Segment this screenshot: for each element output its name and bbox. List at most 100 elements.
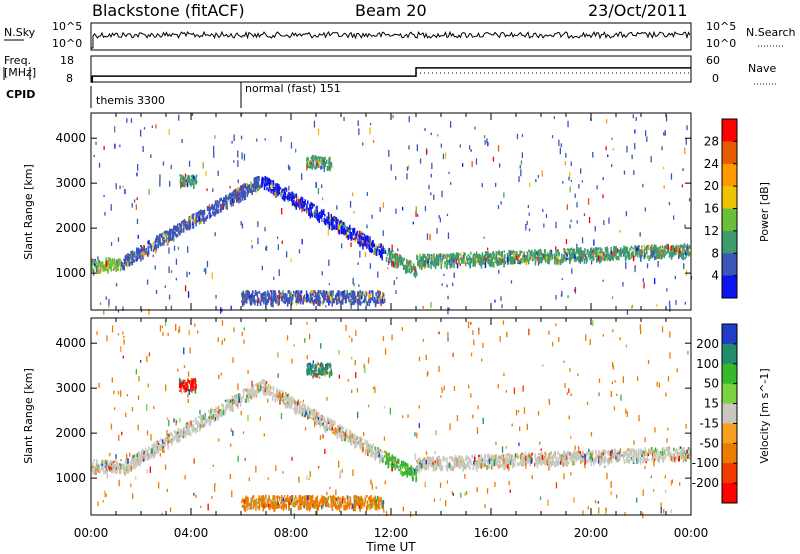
echo-cell [277,193,279,197]
echo-cell [205,267,207,275]
echo-cell [366,237,368,240]
echo-cell [95,460,98,465]
echo-cell [188,222,191,226]
echo-cell [662,166,665,170]
echo-cell [257,186,259,192]
echo-cell [251,387,253,392]
echo-cell [668,202,671,206]
echo-cell [491,261,493,267]
echo-cell [136,218,139,224]
echo-cell [489,258,491,262]
echo-cell [547,253,550,257]
echo-cell [431,260,434,266]
echo-cell [361,446,363,449]
echo-cell [441,283,443,286]
echo-cell [152,242,154,249]
echo-cell [241,185,243,190]
echo-cell [98,467,100,473]
echo-cell [378,243,380,247]
echo-cell [131,203,133,208]
echo-cell [424,205,427,212]
echo-cell [283,189,285,195]
echo-cell [229,404,231,410]
y-tick-label: 2000 [55,221,86,235]
echo-cell [262,296,264,303]
echo-cell [663,185,665,189]
echo-cell [276,188,279,193]
echo-cell [616,249,619,252]
echo-cell [283,197,286,202]
echo-cell [322,209,325,212]
echo-cell [390,250,393,255]
freq-right-tick-top: 60 [706,54,720,67]
echo-cell [229,192,231,196]
echo-cell [352,228,355,234]
echo-cell [585,459,588,464]
echo-cell [410,260,412,263]
echo-cell [453,254,456,257]
echo-cell [641,248,643,255]
echo-cell [311,293,314,297]
echo-cell [416,255,419,260]
echo-cell [350,289,352,293]
echo-cell [316,300,319,306]
echo-cell [103,309,105,315]
echo-cell [102,264,105,271]
echo-cell [282,295,284,302]
echo-cell [595,454,597,460]
echo-cell [574,288,576,292]
echo-cell [101,459,103,465]
echo-cell [477,257,480,261]
echo-cell [233,189,235,192]
echo-cell [517,254,520,258]
echo-cell [417,214,419,217]
echo-cell [194,179,196,182]
echo-cell [370,448,373,454]
echo-cell [177,432,180,438]
echo-cell [189,431,192,437]
echo-cell [255,291,258,296]
echo-cell [499,455,501,460]
echo-cell [163,237,165,240]
echo-cell [680,455,683,460]
echo-cell [531,249,533,254]
echo-cell [113,460,115,463]
echo-cell [659,250,661,257]
echo-cell [155,245,157,252]
echo-cell [263,382,266,389]
echo-cell [127,468,129,475]
echo-cell [158,440,160,445]
echo-cell [156,447,158,451]
echo-cell [636,246,638,249]
echo-cell [253,185,255,188]
echo-cell [300,406,302,410]
echo-cell [180,221,183,226]
echo-cell [242,189,244,192]
echo-cell [261,294,263,297]
echo-cell [626,249,628,255]
echo-cell [276,183,279,189]
echo-cell [431,259,433,262]
echo-cell [437,257,440,262]
echo-cell [310,211,313,217]
echo-cell [516,250,518,256]
echo-cell [154,240,156,246]
echo-cell [104,265,106,272]
echo-cell [537,250,540,253]
echo-cell [332,430,334,433]
echo-cell [247,190,250,194]
echo-cell [379,291,381,297]
echo-cell [397,256,399,263]
echo-cell [396,262,398,267]
echo-cell [291,200,294,206]
echo-cell [325,305,327,308]
echo-cell [525,224,527,231]
echo-cell [548,255,550,259]
echo-cell [349,235,352,239]
echo-cell [564,250,566,254]
echo-cell [408,473,410,476]
echo-cell [523,251,525,257]
echo-cell [308,411,311,414]
echo-cell [230,201,232,204]
